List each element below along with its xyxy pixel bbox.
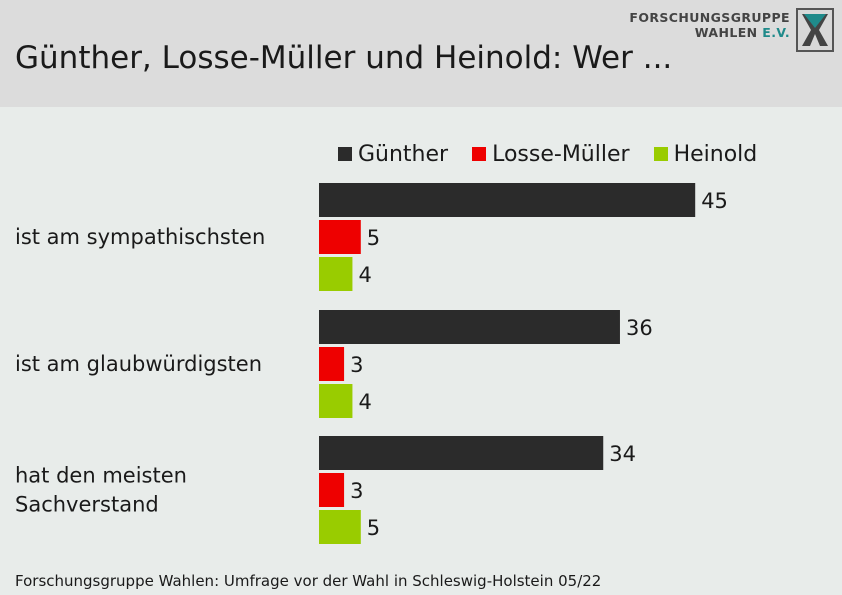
bar-heinold: [319, 257, 353, 291]
legend: Günther Losse-Müller Heinold: [338, 140, 757, 168]
data-label-heinold: 4: [358, 263, 371, 287]
bar-guenther: [319, 310, 620, 344]
category-label: hat den meisten Sachverstand: [15, 464, 187, 517]
category-label: ist am glaubwürdigsten: [15, 352, 262, 376]
legend-label-guenther: Günther: [358, 141, 449, 167]
legend-item-losse-mueller: Losse-Müller: [472, 141, 630, 167]
category-label-line: hat den meisten: [15, 464, 187, 488]
data-label-heinold: 5: [367, 516, 380, 540]
chart-title: Günther, Losse-Müller und Heinold: Wer .…: [15, 40, 673, 76]
legend-item-guenther: Günther: [338, 142, 448, 167]
category-label: ist am sympathischsten: [15, 225, 265, 249]
logo-cross-icon: [796, 8, 834, 52]
data-label-losse-mueller: 3: [350, 479, 363, 503]
data-label-guenther: 34: [609, 442, 636, 466]
data-label-losse-mueller: 5: [367, 226, 380, 250]
legend-label-losse-mueller: Losse-Müller: [492, 141, 630, 167]
bar-losse-mueller: [319, 347, 345, 381]
data-label-heinold: 4: [358, 390, 371, 414]
bar-losse-mueller: [319, 220, 361, 254]
logo-ev: E.V.: [762, 25, 790, 40]
data-label-guenther: 45: [701, 189, 728, 213]
logo-line-1: FORSCHUNGSGRUPPE: [629, 10, 790, 25]
logo-line-2: WAHLEN E.V.: [629, 25, 790, 40]
category-label-line: ist am sympathischsten: [15, 225, 265, 249]
data-label-losse-mueller: 3: [350, 353, 363, 377]
legend-swatch-heinold: [653, 147, 668, 161]
legend-item-heinold: Heinold: [653, 141, 758, 167]
header-band: Günther, Losse-Müller und Heinold: Wer .…: [0, 0, 842, 107]
category-label-line: ist am glaubwürdigsten: [15, 352, 262, 376]
legend-label-heinold: Heinold: [673, 141, 758, 167]
bar-losse-mueller: [319, 473, 345, 507]
bar-heinold: [319, 384, 353, 418]
legend-swatch-losse-mueller: [472, 147, 487, 161]
logo-wahlen: WAHLEN: [694, 25, 758, 40]
data-label-guenther: 36: [626, 316, 653, 340]
logo-text: FORSCHUNGSGRUPPE WAHLEN E.V.: [629, 10, 790, 40]
source-footnote: Forschungsgruppe Wahlen: Umfrage vor der…: [15, 572, 602, 590]
bar-guenther: [319, 436, 604, 470]
category-label-line: Sachverstand: [15, 493, 159, 517]
legend-swatch-guenther: [338, 147, 352, 161]
bar-guenther: [319, 183, 696, 217]
bar-heinold: [319, 510, 361, 544]
